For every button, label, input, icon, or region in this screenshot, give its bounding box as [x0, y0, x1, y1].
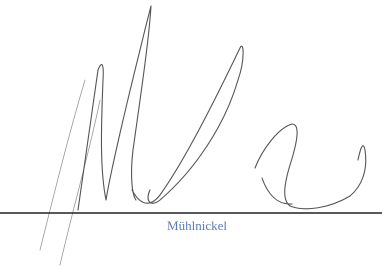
signature-stroke — [262, 178, 292, 204]
signature-stroke — [78, 6, 151, 210]
signer-name: Mühlnickel — [167, 218, 227, 233]
signature-stroke — [132, 46, 243, 203]
signature-faint-stroke — [60, 100, 100, 265]
page: Mühlnickel (() => { const data = JSON.pa… — [0, 0, 382, 269]
signature-block: Mühlnickel — [0, 0, 382, 269]
signature-faint-stroke — [40, 80, 85, 250]
